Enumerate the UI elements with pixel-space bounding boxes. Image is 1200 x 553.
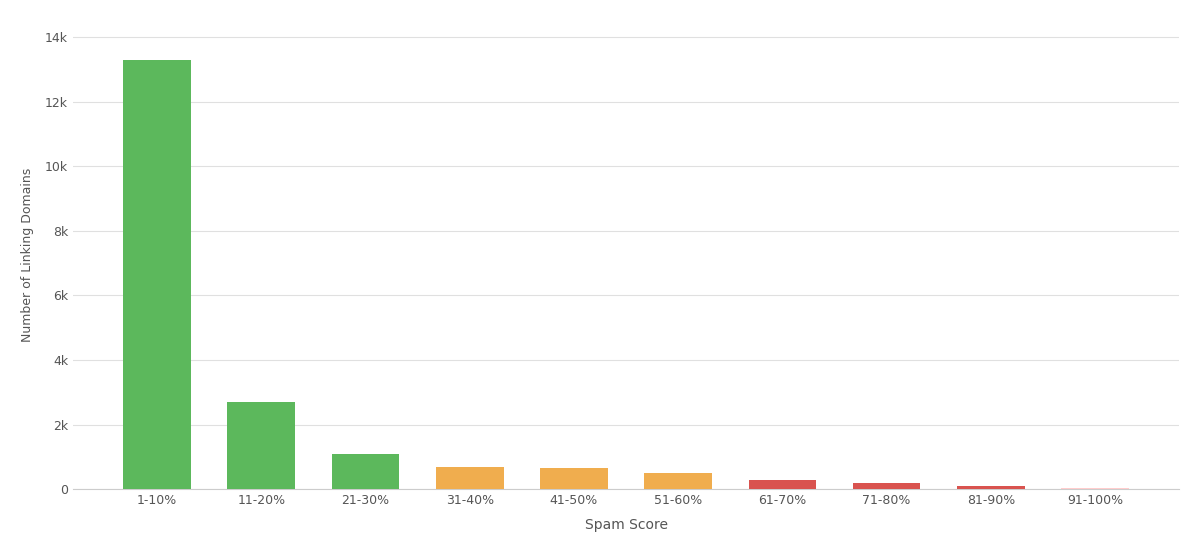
Bar bbox=[853, 483, 920, 489]
Y-axis label: Number of Linking Domains: Number of Linking Domains bbox=[20, 168, 34, 342]
Bar bbox=[331, 453, 400, 489]
Bar bbox=[644, 473, 712, 489]
Bar bbox=[228, 402, 295, 489]
Bar bbox=[749, 481, 816, 489]
Bar bbox=[436, 467, 504, 489]
Bar bbox=[956, 486, 1025, 489]
Bar bbox=[540, 468, 608, 489]
X-axis label: Spam Score: Spam Score bbox=[584, 518, 667, 532]
Bar bbox=[124, 60, 191, 489]
Bar bbox=[1061, 488, 1129, 489]
